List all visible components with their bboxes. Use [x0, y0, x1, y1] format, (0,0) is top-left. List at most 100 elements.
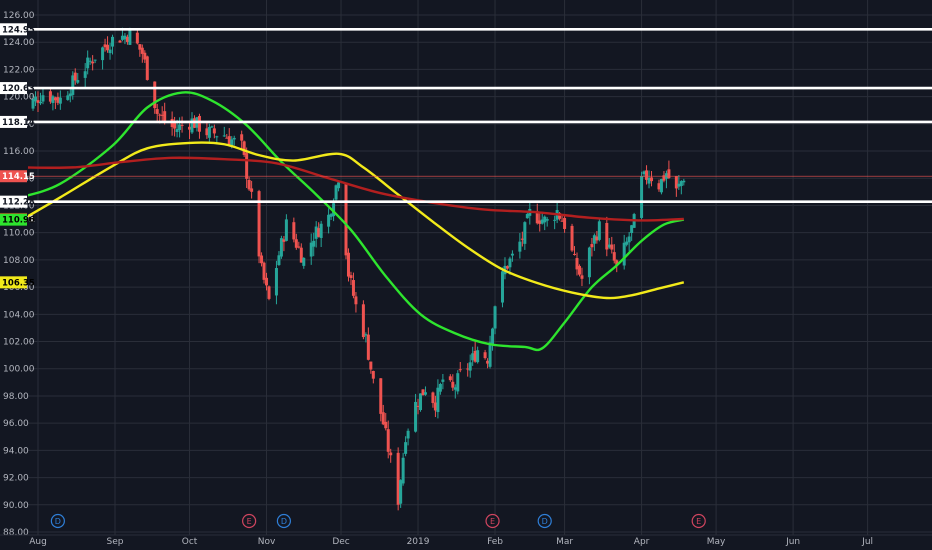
candle-body[interactable]: [458, 369, 462, 371]
candle-body[interactable]: [267, 286, 271, 299]
candle-body[interactable]: [553, 219, 557, 221]
candle-body[interactable]: [508, 258, 512, 268]
candle-body[interactable]: [615, 260, 619, 265]
candle-body[interactable]: [123, 35, 127, 40]
candle-body[interactable]: [155, 109, 159, 114]
candle-body[interactable]: [88, 60, 92, 62]
moving-average-line[interactable]: [20, 91, 685, 352]
dividend-marker[interactable]: [50, 513, 65, 529]
candle-body[interactable]: [486, 360, 490, 364]
candle-body[interactable]: [34, 96, 38, 102]
candle-body[interactable]: [207, 127, 211, 138]
earnings-marker[interactable]: [691, 513, 706, 529]
candle-body[interactable]: [488, 342, 492, 367]
candle-body[interactable]: [125, 36, 129, 42]
candle-body[interactable]: [371, 370, 375, 379]
candle-body[interactable]: [369, 361, 373, 370]
candle-body[interactable]: [679, 181, 683, 186]
candle-body[interactable]: [453, 387, 457, 390]
candle-body[interactable]: [282, 239, 286, 242]
candle-body[interactable]: [178, 124, 182, 130]
candle-body[interactable]: [399, 480, 403, 504]
candle-body[interactable]: [438, 383, 442, 392]
candle-body[interactable]: [416, 405, 420, 407]
candle-body[interactable]: [545, 219, 549, 221]
earnings-marker[interactable]: [485, 513, 500, 529]
candle-body[interactable]: [309, 242, 313, 257]
candle-body[interactable]: [468, 362, 472, 371]
candle-body[interactable]: [674, 176, 678, 189]
candle-body[interactable]: [190, 118, 194, 133]
candle-body[interactable]: [563, 218, 567, 229]
candle-body[interactable]: [232, 137, 236, 140]
candle-body[interactable]: [595, 236, 599, 241]
dividend-marker[interactable]: [537, 513, 552, 529]
candle-body[interactable]: [605, 222, 609, 250]
candle-body[interactable]: [366, 334, 370, 360]
candle-body[interactable]: [227, 136, 231, 145]
candle-body[interactable]: [401, 457, 405, 484]
candle-body[interactable]: [53, 97, 57, 101]
candle-body[interactable]: [491, 328, 495, 346]
candle-body[interactable]: [535, 211, 539, 224]
candle-body[interactable]: [297, 246, 301, 248]
candle-body[interactable]: [361, 304, 365, 338]
candle-body[interactable]: [188, 126, 192, 130]
candle-body[interactable]: [645, 170, 649, 180]
candle-body[interactable]: [667, 169, 671, 178]
moving-average-lines[interactable]: [20, 91, 685, 352]
candle-body[interactable]: [538, 220, 542, 224]
candle-body[interactable]: [212, 128, 216, 134]
candle-body[interactable]: [265, 277, 269, 286]
candle-body[interactable]: [334, 185, 338, 200]
candle-body[interactable]: [570, 225, 574, 251]
dividend-marker[interactable]: [276, 513, 292, 529]
candle-body[interactable]: [83, 71, 87, 78]
candle-body[interactable]: [612, 252, 616, 261]
candle-body[interactable]: [91, 61, 95, 64]
candle-body[interactable]: [384, 421, 388, 429]
candle-body[interactable]: [163, 111, 167, 121]
candle-body[interactable]: [279, 238, 283, 257]
candle-body[interactable]: [573, 253, 577, 255]
candle-body[interactable]: [140, 47, 144, 54]
candle-body[interactable]: [471, 353, 475, 361]
candle-body[interactable]: [329, 214, 333, 217]
candle-body[interactable]: [379, 378, 383, 414]
candle-body[interactable]: [138, 44, 142, 50]
candle-body[interactable]: [317, 228, 321, 237]
candle-body[interactable]: [277, 255, 281, 266]
candle-body[interactable]: [160, 114, 164, 116]
candle-body[interactable]: [76, 80, 80, 83]
candle-body[interactable]: [314, 226, 318, 239]
candle-body[interactable]: [332, 203, 336, 217]
candle-body[interactable]: [558, 213, 562, 219]
candle-body[interactable]: [451, 381, 455, 388]
candle-body[interactable]: [48, 91, 52, 102]
candle-body[interactable]: [292, 222, 296, 240]
candle-body[interactable]: [543, 216, 547, 223]
candle-body[interactable]: [312, 240, 316, 247]
candle-body[interactable]: [630, 225, 634, 233]
candle-body[interactable]: [327, 214, 331, 227]
candle-body[interactable]: [607, 244, 611, 248]
candle-body[interactable]: [622, 242, 626, 266]
candle-body[interactable]: [610, 244, 614, 250]
candle-body[interactable]: [364, 334, 368, 336]
candle-body[interactable]: [441, 379, 445, 382]
candle-body[interactable]: [145, 56, 149, 80]
candle-body[interactable]: [433, 402, 437, 411]
candle-body[interactable]: [476, 350, 480, 363]
candle-body[interactable]: [349, 275, 353, 279]
candle-body[interactable]: [158, 114, 162, 116]
candle-body[interactable]: [56, 97, 60, 103]
candle-body[interactable]: [143, 52, 147, 60]
candle-body[interactable]: [590, 244, 594, 248]
candle-body[interactable]: [222, 135, 226, 137]
candle-body[interactable]: [36, 100, 40, 103]
candle-body[interactable]: [101, 47, 105, 61]
moving-average-line[interactable]: [20, 156, 684, 222]
candle-body[interactable]: [431, 392, 435, 404]
candle-body[interactable]: [225, 137, 229, 139]
candle-body[interactable]: [396, 452, 400, 505]
